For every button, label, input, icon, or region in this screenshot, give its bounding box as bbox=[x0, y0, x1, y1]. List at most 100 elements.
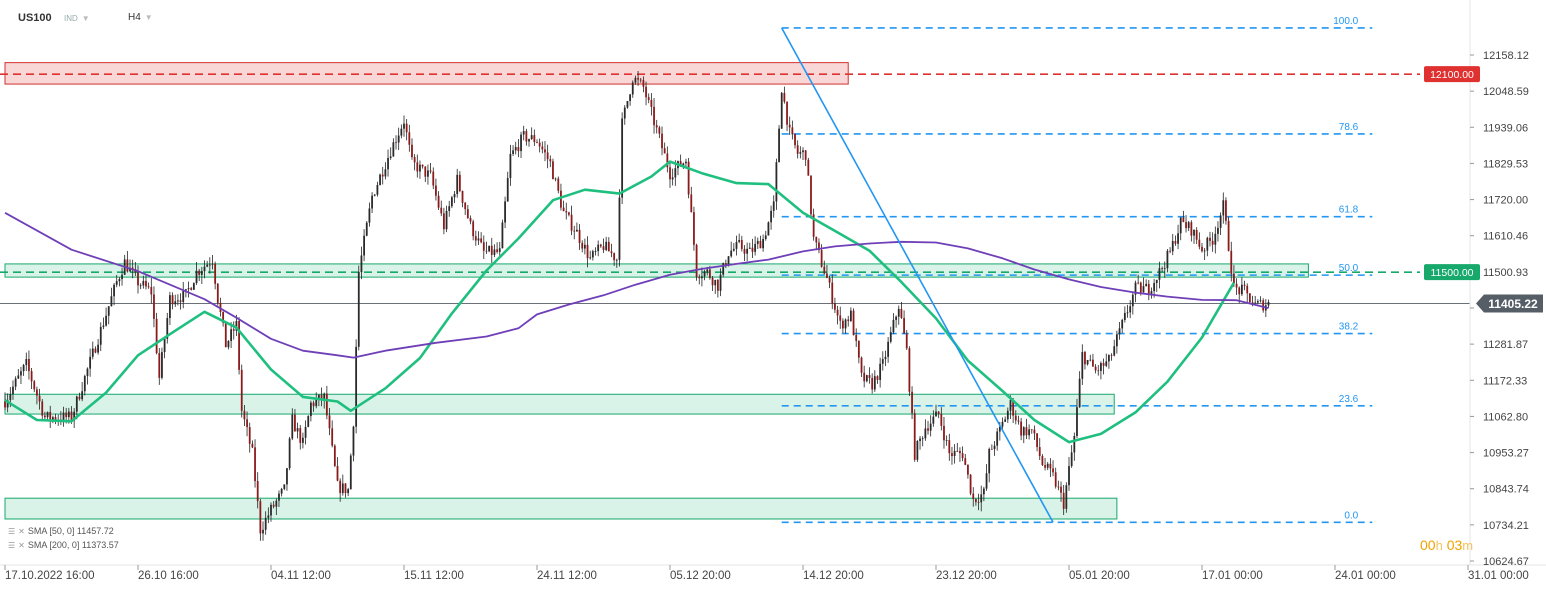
candle-body bbox=[355, 346, 358, 427]
candle-body bbox=[549, 159, 552, 162]
candle-body bbox=[78, 396, 81, 400]
candle-body bbox=[206, 264, 209, 267]
candle-body bbox=[951, 453, 953, 457]
timeframe-dropdown[interactable]: H4 ▼ bbox=[128, 12, 153, 23]
candle-body bbox=[562, 207, 565, 212]
close-icon[interactable]: ✕ bbox=[18, 527, 25, 536]
candle-body bbox=[645, 86, 647, 98]
candle-body bbox=[1041, 456, 1044, 466]
candle-countdown-timer: 00h 03m bbox=[1420, 537, 1473, 553]
candle-body bbox=[403, 123, 405, 129]
candle-body bbox=[94, 348, 97, 353]
y-tick-label: 12048.59 bbox=[1483, 86, 1529, 98]
candle-body bbox=[748, 247, 751, 249]
legend-sma200[interactable]: ☰ ✕ SMA [200, 0] 11373.57 bbox=[8, 540, 119, 550]
support-zone bbox=[4, 263, 1309, 278]
timer-hours-unit: h bbox=[1435, 538, 1443, 553]
candle-body bbox=[161, 352, 163, 378]
candle-body bbox=[698, 276, 701, 279]
candle-body bbox=[44, 415, 46, 418]
candle-body bbox=[389, 156, 392, 158]
candle-body bbox=[900, 308, 903, 318]
candle-body bbox=[142, 280, 145, 286]
candle-body bbox=[631, 82, 634, 95]
candle-body bbox=[1126, 312, 1129, 314]
candle-body bbox=[1233, 273, 1235, 284]
candle-body bbox=[887, 341, 890, 357]
candle-body bbox=[1009, 400, 1012, 411]
candle-body bbox=[224, 322, 227, 348]
sma50-line bbox=[4, 160, 1236, 444]
candle-body bbox=[1004, 419, 1007, 422]
candle-body bbox=[1227, 220, 1230, 251]
indicator-settings-icon[interactable]: ☰ bbox=[8, 527, 16, 536]
candle-body bbox=[299, 428, 302, 443]
candle-body bbox=[1251, 302, 1254, 304]
candle-body bbox=[586, 244, 589, 259]
candle-body bbox=[323, 393, 326, 401]
candle-body bbox=[347, 489, 350, 494]
x-tick-label: 05.01 20:00 bbox=[1069, 570, 1130, 582]
candle-body bbox=[1193, 229, 1195, 236]
candle-body bbox=[320, 394, 323, 401]
symbol-label[interactable]: US100 bbox=[18, 12, 52, 24]
indicator-settings-icon[interactable]: ☰ bbox=[8, 541, 16, 550]
candle-body bbox=[1068, 466, 1070, 486]
candle-body bbox=[1006, 410, 1009, 420]
candle-body bbox=[184, 289, 187, 291]
candle-body bbox=[570, 214, 573, 231]
candle-body bbox=[1131, 294, 1134, 307]
candle-body bbox=[1036, 433, 1038, 448]
candle-body bbox=[546, 152, 549, 160]
candle-body bbox=[1254, 302, 1257, 304]
close-icon[interactable]: ✕ bbox=[18, 541, 25, 550]
candle-body bbox=[317, 394, 320, 400]
candle-body bbox=[1033, 429, 1036, 434]
candle-body bbox=[177, 300, 179, 302]
y-tick-label: 10624.67 bbox=[1483, 556, 1529, 568]
candle-body bbox=[778, 128, 780, 163]
candle-body bbox=[743, 248, 746, 254]
candle-body bbox=[892, 319, 895, 333]
candle-body bbox=[49, 411, 52, 420]
candle-body bbox=[935, 411, 937, 417]
candle-body bbox=[296, 428, 299, 432]
candle-body bbox=[1217, 227, 1219, 234]
y-tick-label: 11939.06 bbox=[1483, 122, 1528, 134]
candle-body bbox=[363, 235, 365, 256]
candle-body bbox=[118, 279, 121, 282]
timeframe-label: H4 bbox=[128, 12, 141, 23]
legend-sma50[interactable]: ☰ ✕ SMA [50, 0] 11457.72 bbox=[8, 526, 114, 536]
candle-body bbox=[1225, 200, 1227, 221]
candle-body bbox=[1177, 233, 1179, 244]
candle-body bbox=[634, 77, 637, 83]
candle-body bbox=[791, 127, 794, 135]
candle-body bbox=[333, 445, 336, 466]
candle-body bbox=[1134, 282, 1137, 295]
candle-body bbox=[1241, 284, 1243, 295]
y-tick-label: 11610.46 bbox=[1483, 231, 1528, 243]
candle-body bbox=[969, 474, 972, 494]
candle-body bbox=[17, 375, 20, 379]
candle-body bbox=[482, 242, 485, 251]
candle-body bbox=[1150, 291, 1153, 295]
candle-body bbox=[211, 263, 214, 265]
candle-body bbox=[419, 164, 421, 172]
y-tick-label: 10953.27 bbox=[1483, 448, 1529, 460]
candle-body bbox=[365, 222, 368, 236]
candle-body bbox=[621, 118, 624, 198]
candle-body bbox=[413, 157, 416, 163]
candle-body bbox=[12, 386, 14, 395]
candle-body bbox=[1209, 237, 1211, 241]
candle-body bbox=[1246, 285, 1249, 294]
candle-body bbox=[288, 438, 291, 469]
candle-body bbox=[714, 280, 717, 286]
market-dropdown[interactable]: IND ▼ bbox=[64, 14, 90, 23]
candle-body bbox=[496, 249, 498, 252]
candle-body bbox=[956, 450, 959, 452]
candle-body bbox=[291, 414, 294, 439]
candle-body bbox=[762, 238, 764, 249]
candle-body bbox=[977, 502, 980, 503]
